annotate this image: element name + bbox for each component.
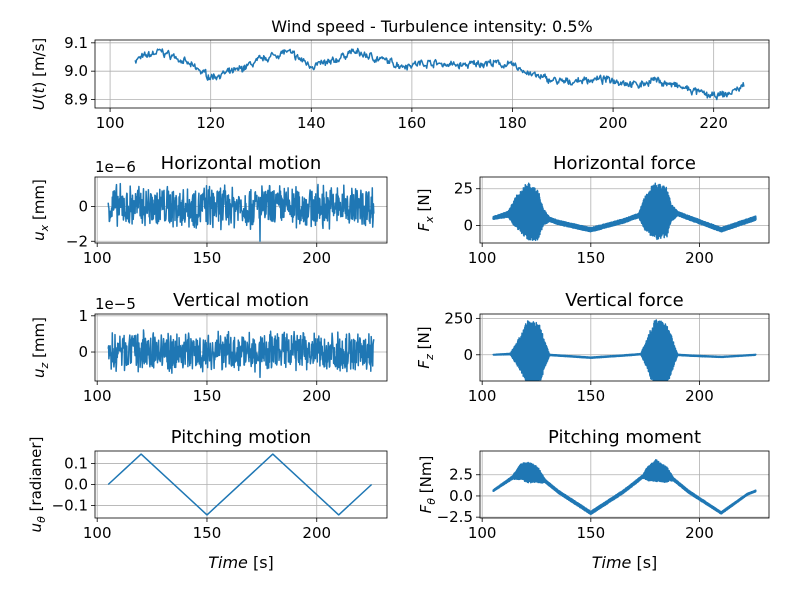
y-axis-label: Fx [N] <box>415 189 436 232</box>
x-tick-label: 180 <box>498 114 527 132</box>
subplot-ux: 100 150 200 −2 0 Horizontal motion 1e−6 ux [mm] <box>30 153 388 267</box>
series-line <box>492 182 757 242</box>
subplot-title: Vertical motion <box>173 290 309 311</box>
axes-frame <box>94 39 770 109</box>
y-tick-label: 0 <box>78 198 88 216</box>
x-tick-label: 140 <box>297 114 326 132</box>
series-line <box>107 453 373 516</box>
y-tick-label: 250 <box>444 309 473 327</box>
y-tick-label: 9.1 <box>64 34 88 52</box>
y-axis-label: Fz [N] <box>415 326 436 368</box>
x-tick-label: 100 <box>96 114 125 132</box>
axes-frame <box>479 450 770 519</box>
y-tick-label: −2 <box>66 232 88 250</box>
axes-frame <box>479 313 770 382</box>
x-tick-label: 150 <box>193 249 222 267</box>
subplot-title: Vertical force <box>565 290 683 311</box>
axes-frame <box>479 176 770 244</box>
x-tick-label: 160 <box>398 114 427 132</box>
x-tick-label: 100 <box>468 524 497 542</box>
series-line <box>492 459 757 516</box>
y-tick-label: 0 <box>78 343 88 361</box>
axis-offset-text: 1e−6 <box>95 158 136 176</box>
series-line <box>107 182 375 243</box>
subplot-ut: 100 150 200 −0.1 0.0 0.1 Pitching motion uθ [ra… <box>27 427 388 572</box>
x-axis-label: Time [s] <box>592 553 658 572</box>
x-tick-label: 200 <box>685 249 714 267</box>
x-tick-label: 200 <box>302 524 331 542</box>
y-tick-label: −2.5 <box>437 508 473 526</box>
figure-suptitle: Wind speed - Turbulence intensity: 0.5% <box>271 17 592 36</box>
x-tick-label: 100 <box>468 249 497 267</box>
subplot-title: Horizontal motion <box>161 153 322 174</box>
subplot-title: Pitching motion <box>171 427 311 448</box>
x-tick-label: 200 <box>685 387 714 405</box>
subplot-fz: 100 150 200 0 250 Vertical force Fz [N] <box>415 290 770 405</box>
y-axis-label: uθ [radianer] <box>27 437 48 533</box>
subplot-wind: 100 120 140 160 180 200 220 8.9 9.0 9.1 U(t) [m/s] <box>30 34 770 132</box>
x-tick-label: 200 <box>302 249 331 267</box>
y-tick-label: 0 <box>463 216 473 234</box>
x-tick-label: 150 <box>193 387 222 405</box>
y-tick-label: 0.0 <box>64 476 88 494</box>
x-tick-label: 200 <box>685 524 714 542</box>
y-tick-label: 2.5 <box>449 466 473 484</box>
x-tick-label: 220 <box>699 114 728 132</box>
y-tick-label: 0.0 <box>449 487 473 505</box>
y-tick-label: 1 <box>78 307 88 325</box>
y-axis-label: ux [mm] <box>30 179 51 241</box>
x-tick-label: 200 <box>302 387 331 405</box>
subplot-ft: 100 150 200 −2.5 0.0 2.5 Pitching moment Fθ [Nm… <box>417 427 770 572</box>
y-tick-label: 8.9 <box>64 91 88 109</box>
x-tick-label: 150 <box>576 524 605 542</box>
subplot-title: Pitching moment <box>548 427 701 448</box>
y-tick-label: 9.0 <box>64 62 88 80</box>
series-line <box>492 319 757 381</box>
axes-frame <box>94 176 388 244</box>
x-tick-label: 100 <box>83 524 112 542</box>
subplot-title: Horizontal force <box>553 153 696 174</box>
y-tick-label: 0.1 <box>64 455 88 473</box>
axes-frame <box>94 313 388 382</box>
x-tick-label: 120 <box>196 114 225 132</box>
x-axis-label: Time [s] <box>208 553 274 572</box>
series-line <box>134 47 745 101</box>
axis-offset-text: 1e−5 <box>95 295 136 313</box>
x-tick-label: 100 <box>83 249 112 267</box>
subplot-fx: 100 150 200 0 25 Horizontal force Fx [N] <box>415 153 770 267</box>
y-tick-label: 0 <box>463 346 473 364</box>
y-tick-label: −0.1 <box>52 496 88 514</box>
y-axis-label: Fθ [Nm] <box>417 456 438 514</box>
y-tick-label: 25 <box>454 180 473 198</box>
x-tick-label: 200 <box>599 114 628 132</box>
x-tick-label: 100 <box>468 387 497 405</box>
x-tick-label: 150 <box>576 387 605 405</box>
y-axis-label: uz [mm] <box>30 317 51 378</box>
y-axis-label: U(t) [m/s] <box>30 38 48 111</box>
x-tick-label: 150 <box>576 249 605 267</box>
subplot-uz: 100 150 200 0 1 Vertical motion 1e−5 uz [mm] <box>30 290 388 405</box>
x-tick-label: 100 <box>83 387 112 405</box>
x-tick-label: 150 <box>193 524 222 542</box>
series-line <box>107 329 375 379</box>
